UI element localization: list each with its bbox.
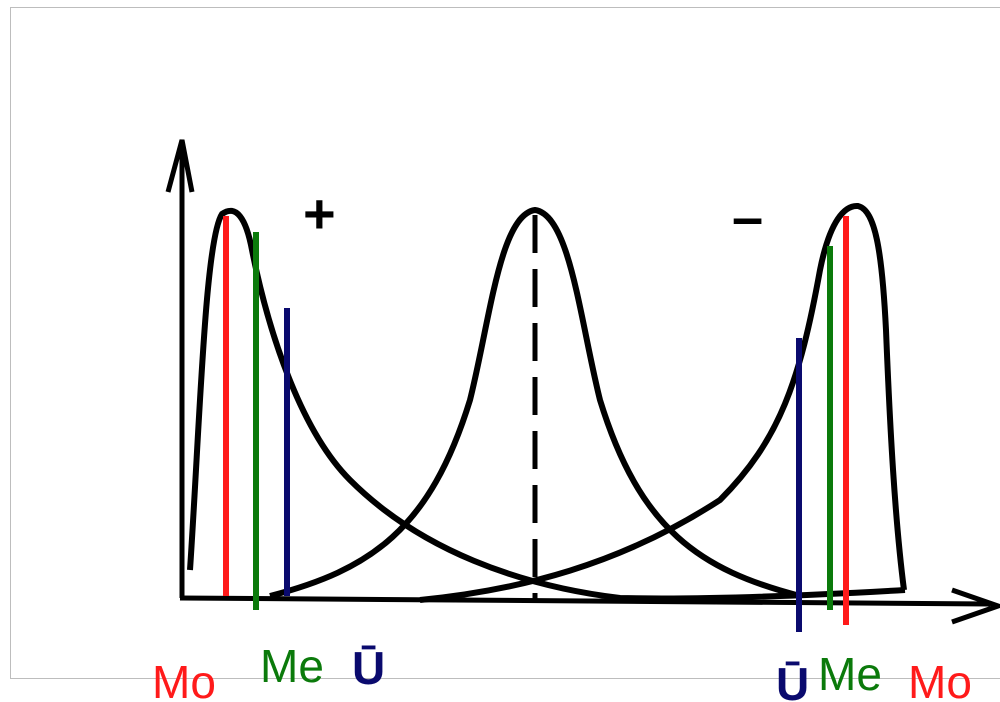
median-label-left: Me [260,640,324,692]
median-label-right: Me [818,648,882,700]
positive-skew-sign: + [303,182,336,245]
mean-label-right: Ū [776,658,809,702]
symmetric-curve [269,206,801,599]
mode-label-left: Mo [152,656,216,702]
right-skew-curve [419,203,907,603]
y-axis-arrowhead [165,139,195,193]
mode-label-right: Mo [908,656,972,702]
mean-label-left: Ū [352,642,385,694]
left-skew-curve [187,207,906,602]
x-axis-arrowhead [951,587,1000,625]
x-axis [179,595,991,607]
diagram-frame [10,7,1000,679]
negative-skew-sign: – [732,185,763,248]
